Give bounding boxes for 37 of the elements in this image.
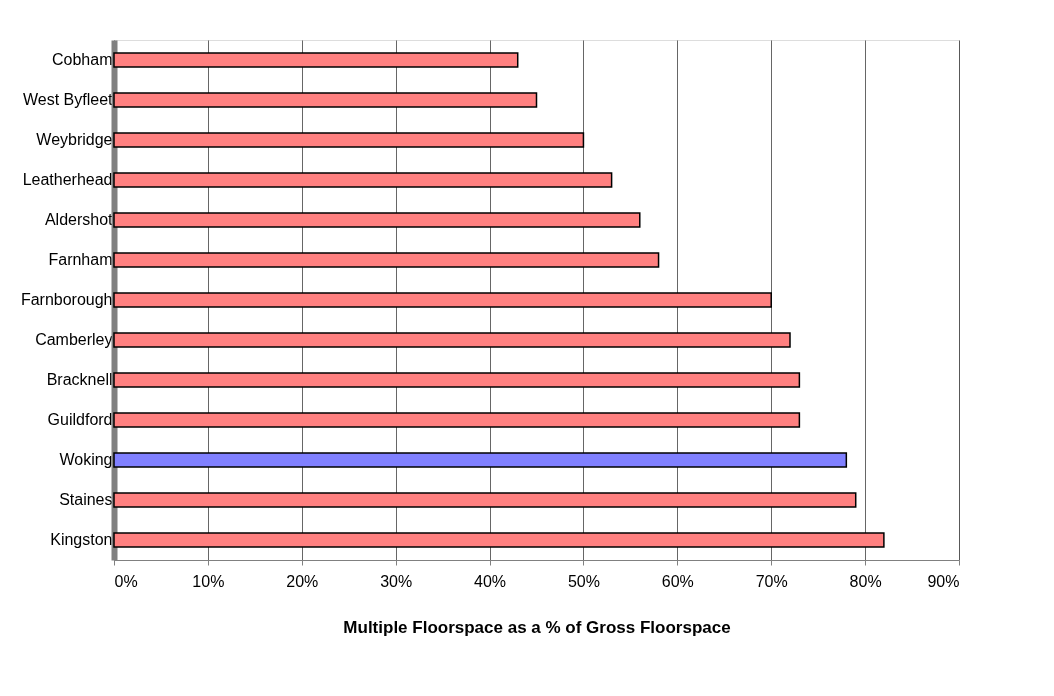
y-tick-label: Camberley [35,331,113,348]
x-axis-title: Multiple Floorspace as a % of Gross Floorspace [343,617,731,637]
x-tick-label: 30% [380,572,413,590]
bar [113,332,791,348]
bar [113,532,885,548]
x-tick-label: 50% [567,572,600,590]
bar [113,212,641,228]
bar [113,252,660,268]
y-tick-label: Farnham [48,251,113,268]
y-tick-label: Cobham [52,51,113,68]
bar [113,292,772,308]
y-tick-label: Leatherhead [22,171,113,188]
x-tick-label: 80% [849,572,882,590]
bar [113,132,585,148]
y-tick-label: Aldershot [44,211,114,228]
x-tick-label: 60% [661,572,694,590]
x-tick-label: 0% [114,572,138,590]
bar [113,372,801,388]
y-tick-label: Weybridge [36,131,113,148]
y-tick-label: Woking [59,451,113,468]
y-tick-label: Staines [59,491,113,508]
x-tick-label: 10% [192,572,225,590]
bar [113,172,613,188]
y-tick-label: Farnborough [20,291,113,308]
bar [113,492,857,508]
y-tick-label: Kingston [50,531,113,548]
x-tick-label: 20% [286,572,319,590]
x-tick-label: 40% [474,572,507,590]
bar [113,92,538,108]
x-tick-label: 70% [755,572,788,590]
x-tick-label: 90% [927,572,960,590]
bar [113,452,848,468]
bar [113,412,801,428]
y-tick-label: West Byfleet [22,91,114,108]
y-tick-label: Bracknell [46,371,113,388]
y-tick-label: Guildford [47,411,113,428]
bar [113,52,519,68]
